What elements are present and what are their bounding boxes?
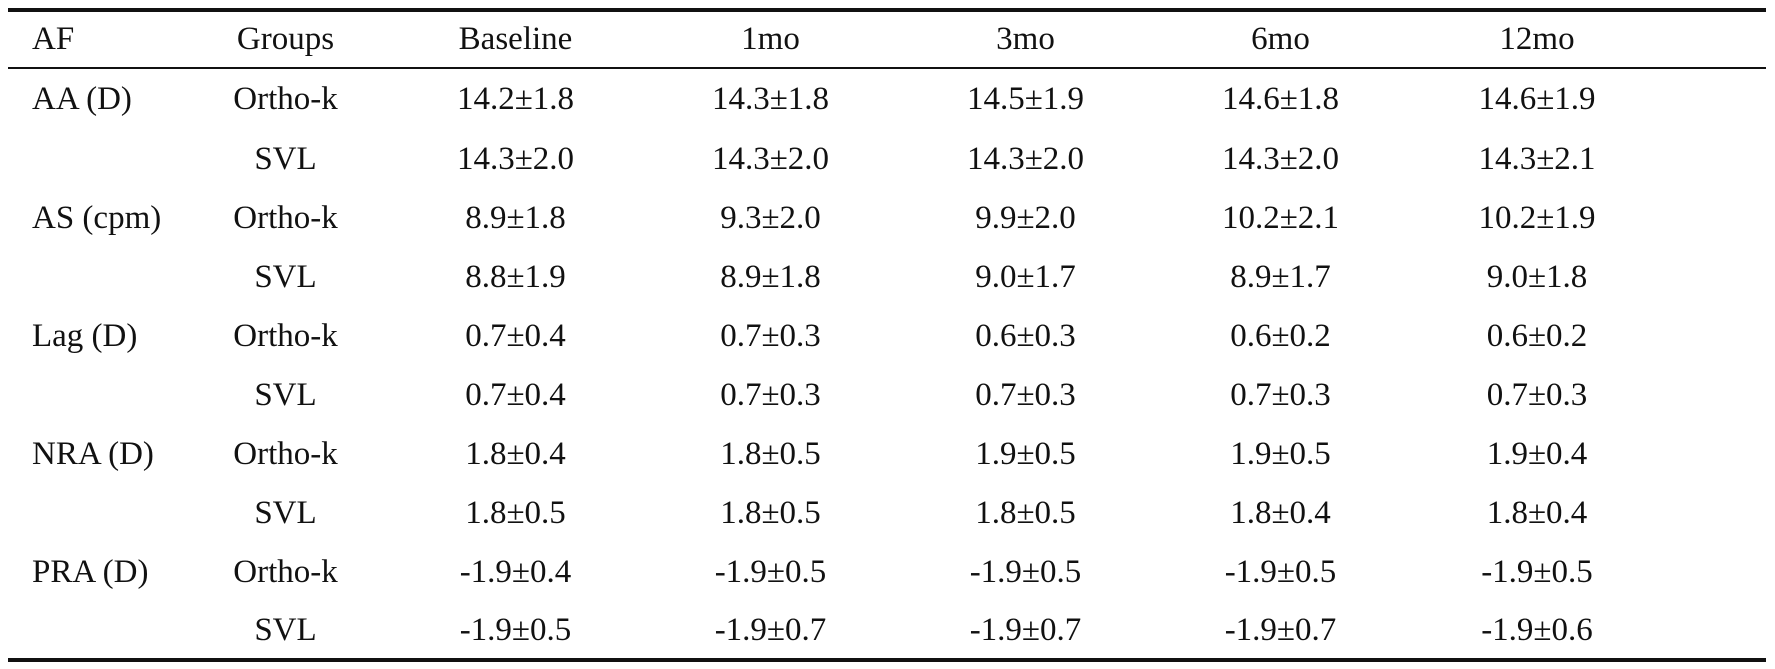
month-12-value-cell: 14.3±2.1: [1478, 141, 1596, 177]
month-3-value-cell: 1.8±0.5: [975, 495, 1076, 531]
month-12-value-cell: -1.9±0.5: [1481, 554, 1593, 590]
month-6-value-cell: 8.9±1.7: [1230, 259, 1331, 295]
baseline-value-cell: 1.8±0.4: [465, 436, 566, 472]
month-3-value-cell: 9.9±2.0: [975, 200, 1076, 236]
baseline-value-cell: 14.2±1.8: [456, 81, 575, 117]
month-12-value-cell: -1.9±0.6: [1481, 611, 1593, 648]
month-6-value-cell: 14.6±1.8: [1221, 81, 1340, 117]
month-12-value-cell: 0.6±0.2: [1486, 318, 1588, 354]
table-row: AS (cpm) Ortho-k 8.9±1.8 9.3±2.0 9.9±2.0…: [8, 189, 1766, 248]
af-cell: Lag (D): [32, 318, 138, 354]
month-1-value-cell: -1.9±0.7: [714, 611, 827, 648]
baseline-value-cell: 8.9±1.8: [465, 200, 566, 236]
baseline-value-cell: -1.9±0.5: [459, 611, 572, 648]
group-cell: SVL: [254, 611, 317, 648]
month-1-value-cell: 1.8±0.5: [720, 495, 821, 531]
month-6-value-cell: 10.2±2.1: [1221, 200, 1340, 236]
group-cell: SVL: [254, 259, 317, 295]
month-6-value-cell: 0.7±0.3: [1230, 377, 1331, 413]
month-1-value-cell: -1.9±0.5: [714, 554, 827, 590]
month-1-value-cell: 14.3±1.8: [711, 81, 830, 117]
group-cell: Ortho-k: [233, 318, 338, 354]
table-body: AA (D) Ortho-k 14.2±1.8 14.3±1.8 14.5±1.…: [8, 69, 1766, 658]
header-cell-af: AF: [32, 21, 75, 57]
month-12-value-cell: 10.2±1.9: [1478, 200, 1596, 236]
table-row: Lag (D) Ortho-k 0.7±0.4 0.7±0.3 0.6±0.3 …: [8, 307, 1766, 366]
header-cell-baseline: Baseline: [458, 21, 573, 57]
group-cell: SVL: [254, 377, 317, 413]
header-cell-6mo: 6mo: [1251, 21, 1310, 57]
month-3-value-cell: 9.0±1.7: [975, 259, 1076, 295]
af-cell: PRA (D): [32, 554, 149, 590]
group-cell: Ortho-k: [233, 554, 338, 590]
group-cell: Ortho-k: [233, 81, 338, 117]
table-row: SVL 14.3±2.0 14.3±2.0 14.3±2.0 14.3±2.0 …: [8, 130, 1766, 189]
month-3-value-cell: -1.9±0.5: [969, 554, 1082, 590]
month-1-value-cell: 1.8±0.5: [720, 436, 821, 472]
baseline-value-cell: 8.8±1.9: [465, 259, 566, 295]
month-3-value-cell: 1.9±0.5: [975, 436, 1076, 472]
table-row: SVL -1.9±0.5 -1.9±0.7 -1.9±0.7 -1.9±0.7 …: [8, 602, 1766, 658]
month-12-value-cell: 14.6±1.9: [1478, 81, 1596, 117]
data-table: AF Groups Baseline 1mo 3mo 6mo 12mo AA (…: [8, 8, 1766, 662]
table-row: SVL 0.7±0.4 0.7±0.3 0.7±0.3 0.7±0.3 0.7±…: [8, 366, 1766, 425]
group-cell: Ortho-k: [233, 200, 338, 236]
month-12-value-cell: 0.7±0.3: [1486, 377, 1588, 413]
month-1-value-cell: 0.7±0.3: [720, 377, 821, 413]
table-bottom-rule: [8, 658, 1766, 662]
table-header-rule: [8, 67, 1766, 69]
month-1-value-cell: 9.3±2.0: [720, 200, 821, 236]
month-1-value-cell: 14.3±2.0: [711, 141, 830, 177]
table-header-row: AF Groups Baseline 1mo 3mo 6mo 12mo: [8, 12, 1766, 67]
af-cell: AA (D): [32, 81, 132, 117]
month-3-value-cell: 14.3±2.0: [966, 141, 1085, 177]
header-cell-groups: Groups: [236, 21, 335, 57]
table-top-rule: [8, 8, 1766, 12]
baseline-value-cell: 0.7±0.4: [465, 318, 566, 354]
group-cell: SVL: [254, 141, 317, 177]
month-6-value-cell: -1.9±0.5: [1224, 554, 1337, 590]
month-12-value-cell: 1.9±0.4: [1486, 436, 1588, 472]
month-1-value-cell: 8.9±1.8: [720, 259, 821, 295]
table-row: PRA (D) Ortho-k -1.9±0.4 -1.9±0.5 -1.9±0…: [8, 543, 1766, 602]
baseline-value-cell: 14.3±2.0: [456, 141, 575, 177]
month-3-value-cell: -1.9±0.7: [969, 611, 1082, 648]
month-12-value-cell: 1.8±0.4: [1486, 495, 1588, 531]
header-cell-12mo: 12mo: [1499, 21, 1575, 57]
af-cell: NRA (D): [32, 436, 154, 472]
month-12-value-cell: 9.0±1.8: [1486, 259, 1588, 295]
table-row: NRA (D) Ortho-k 1.8±0.4 1.8±0.5 1.9±0.5 …: [8, 425, 1766, 484]
baseline-value-cell: 0.7±0.4: [465, 377, 566, 413]
baseline-value-cell: -1.9±0.4: [459, 554, 572, 590]
header-cell-3mo: 3mo: [996, 21, 1055, 57]
month-3-value-cell: 0.7±0.3: [975, 377, 1076, 413]
header-cell-1mo: 1mo: [741, 21, 800, 57]
table-row: SVL 8.8±1.9 8.9±1.8 9.0±1.7 8.9±1.7 9.0±…: [8, 248, 1766, 307]
table-row: AA (D) Ortho-k 14.2±1.8 14.3±1.8 14.5±1.…: [8, 69, 1766, 130]
group-cell: Ortho-k: [233, 436, 338, 472]
group-cell: SVL: [254, 495, 317, 531]
baseline-value-cell: 1.8±0.5: [465, 495, 566, 531]
month-6-value-cell: 1.8±0.4: [1230, 495, 1331, 531]
month-6-value-cell: 1.9±0.5: [1230, 436, 1331, 472]
month-3-value-cell: 14.5±1.9: [966, 81, 1085, 117]
month-6-value-cell: -1.9±0.7: [1224, 611, 1337, 648]
table-row: SVL 1.8±0.5 1.8±0.5 1.8±0.5 1.8±0.4 1.8±…: [8, 484, 1766, 543]
month-3-value-cell: 0.6±0.3: [975, 318, 1076, 354]
month-1-value-cell: 0.7±0.3: [720, 318, 821, 354]
month-6-value-cell: 0.6±0.2: [1230, 318, 1331, 354]
af-cell: AS (cpm): [32, 200, 162, 236]
month-6-value-cell: 14.3±2.0: [1221, 141, 1340, 177]
